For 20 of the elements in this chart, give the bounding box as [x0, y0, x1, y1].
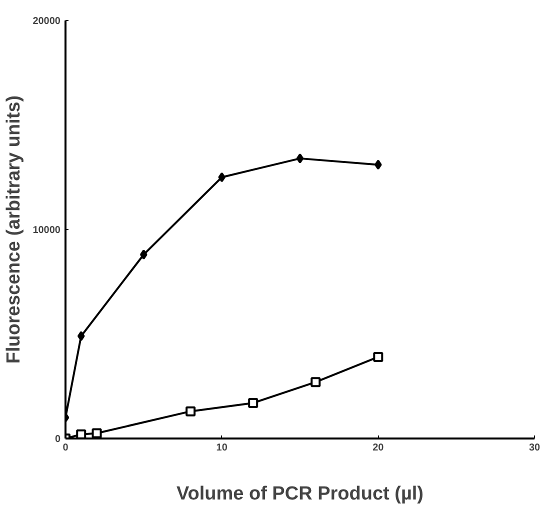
- point: [296, 153, 304, 164]
- x-tick-label: 20: [372, 442, 384, 454]
- point: [374, 160, 382, 170]
- x-axis-title: Volume of PCR Product (µl): [176, 484, 424, 504]
- point: [76, 429, 86, 438]
- point: [140, 250, 148, 260]
- point: [310, 377, 321, 388]
- point: [77, 331, 85, 342]
- x-tick-label: 0: [62, 442, 69, 454]
- y-tick-label: 0: [54, 434, 61, 445]
- point: [186, 406, 196, 416]
- y-tick-label: 20000: [32, 16, 61, 27]
- point: [248, 398, 258, 408]
- y-axis-title: Fluorescence (arbitrary units): [4, 95, 25, 364]
- x-tick-label: 10: [216, 442, 228, 454]
- point: [373, 352, 384, 362]
- point: [218, 172, 226, 182]
- y-tick-label: 10000: [32, 225, 61, 236]
- x-tick-label: 30: [528, 442, 540, 454]
- point: [92, 428, 102, 438]
